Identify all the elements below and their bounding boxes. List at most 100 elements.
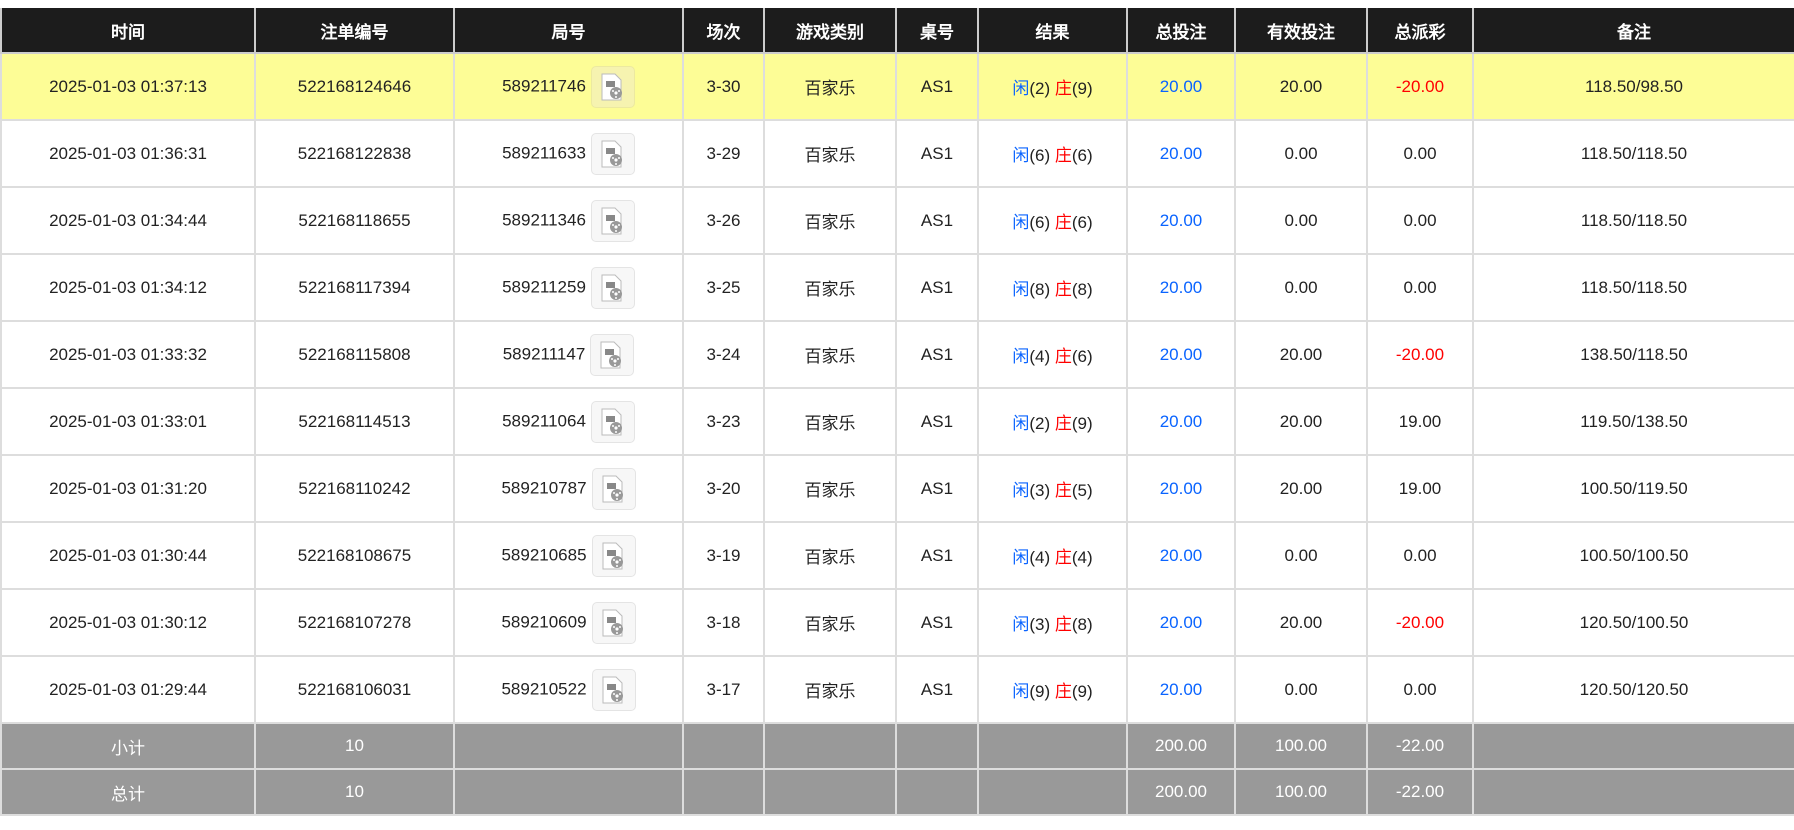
video-file-icon[interactable] xyxy=(590,266,635,309)
total-payout: 19.00 xyxy=(1366,387,1474,456)
bet-id: 522168124646 xyxy=(254,52,455,121)
bet-id: 522168118655 xyxy=(254,186,455,255)
header-time: 时间 xyxy=(0,8,256,54)
banker-label: 庄 xyxy=(1054,213,1072,232)
valid-bet: 20.00 xyxy=(1234,588,1368,657)
bet-id: 522168114513 xyxy=(254,387,455,456)
bet-time: 2025-01-03 01:34:44 xyxy=(0,186,256,255)
game-type: 百家乐 xyxy=(763,454,897,523)
header-game-type: 游戏类别 xyxy=(763,8,897,54)
bet-time: 2025-01-03 01:34:12 xyxy=(0,253,256,322)
player-score: (3) xyxy=(1029,615,1051,634)
bet-time: 2025-01-03 01:31:20 xyxy=(0,454,256,523)
video-file-icon[interactable] xyxy=(590,199,635,242)
banker-label: 庄 xyxy=(1054,481,1072,500)
header-shoe: 场次 xyxy=(682,8,765,54)
note: 100.50/119.50 xyxy=(1472,454,1794,523)
total-bet: 20.00 xyxy=(1126,253,1236,322)
banker-label: 庄 xyxy=(1054,347,1072,366)
player-label: 闲 xyxy=(1012,682,1030,701)
valid-bet: 20.00 xyxy=(1234,52,1368,121)
round-cell: 589211746 xyxy=(453,52,684,121)
note: 138.50/118.50 xyxy=(1472,320,1794,389)
video-file-icon[interactable] xyxy=(591,601,636,644)
table-no: AS1 xyxy=(895,320,979,389)
round-cell: 589211259 xyxy=(453,253,684,322)
round-cell: 589211346 xyxy=(453,186,684,255)
player-score: (4) xyxy=(1029,347,1051,366)
game-type: 百家乐 xyxy=(763,253,897,322)
table-no: AS1 xyxy=(895,52,979,121)
bet-records-table: 时间 注单编号 局号 场次 游戏类别 桌号 结果 总投注 有效投注 总派彩 备注 2025-01-0… xyxy=(0,8,1794,816)
result: 闲(4) 庄(4) xyxy=(977,521,1128,590)
video-file-icon[interactable] xyxy=(590,65,635,108)
note: 118.50/98.50 xyxy=(1472,52,1794,121)
banker-score: (6) xyxy=(1071,213,1093,232)
summary-valid-bet: 100.00 xyxy=(1234,768,1368,816)
note: 100.50/100.50 xyxy=(1472,521,1794,590)
video-file-icon[interactable] xyxy=(590,132,635,175)
table-no: AS1 xyxy=(895,521,979,590)
valid-bet: 0.00 xyxy=(1234,186,1368,255)
shoe: 3-18 xyxy=(682,588,765,657)
note: 120.50/100.50 xyxy=(1472,588,1794,657)
game-type: 百家乐 xyxy=(763,588,897,657)
video-file-icon[interactable] xyxy=(590,400,635,443)
table-no: AS1 xyxy=(895,655,979,724)
total-bet: 20.00 xyxy=(1126,320,1236,389)
shoe: 3-23 xyxy=(682,387,765,456)
result: 闲(2) 庄(9) xyxy=(977,52,1128,121)
summary-total-bet: 200.00 xyxy=(1126,768,1236,816)
summary-payout: -22.00 xyxy=(1366,722,1474,770)
bet-id: 522168110242 xyxy=(254,454,455,523)
player-label: 闲 xyxy=(1012,481,1030,500)
game-type: 百家乐 xyxy=(763,119,897,188)
bet-time: 2025-01-03 01:30:12 xyxy=(0,588,256,657)
player-label: 闲 xyxy=(1012,79,1030,98)
table-no: AS1 xyxy=(895,454,979,523)
summary-total-bet: 200.00 xyxy=(1126,722,1236,770)
round-cell: 589210522 xyxy=(453,655,684,724)
player-score: (6) xyxy=(1029,146,1051,165)
shoe: 3-19 xyxy=(682,521,765,590)
game-type: 百家乐 xyxy=(763,52,897,121)
result: 闲(2) 庄(9) xyxy=(977,387,1128,456)
player-score: (8) xyxy=(1029,280,1051,299)
video-file-icon[interactable] xyxy=(591,467,636,510)
total-payout: -20.00 xyxy=(1366,320,1474,389)
valid-bet: 20.00 xyxy=(1234,387,1368,456)
bet-id: 522168122838 xyxy=(254,119,455,188)
banker-score: (9) xyxy=(1071,79,1093,98)
table-row: 2025-01-03 01:34:12 522168117394 5892112… xyxy=(0,253,1794,322)
total-payout: 0.00 xyxy=(1366,521,1474,590)
round-number: 589211633 xyxy=(502,142,586,162)
total-payout: 19.00 xyxy=(1366,454,1474,523)
round-number: 589211346 xyxy=(502,209,586,229)
video-file-icon[interactable] xyxy=(590,333,635,376)
video-file-icon[interactable] xyxy=(591,534,636,577)
valid-bet: 20.00 xyxy=(1234,320,1368,389)
summary-count: 10 xyxy=(254,722,455,770)
table-no: AS1 xyxy=(895,186,979,255)
bet-time: 2025-01-03 01:36:31 xyxy=(0,119,256,188)
bet-time: 2025-01-03 01:30:44 xyxy=(0,521,256,590)
table-no: AS1 xyxy=(895,387,979,456)
valid-bet: 0.00 xyxy=(1234,521,1368,590)
bet-time: 2025-01-03 01:33:32 xyxy=(0,320,256,389)
bet-id: 522168106031 xyxy=(254,655,455,724)
table-no: AS1 xyxy=(895,588,979,657)
banker-label: 庄 xyxy=(1054,414,1072,433)
total-bet: 20.00 xyxy=(1126,588,1236,657)
player-score: (6) xyxy=(1029,213,1051,232)
result: 闲(8) 庄(8) xyxy=(977,253,1128,322)
table-no: AS1 xyxy=(895,253,979,322)
video-file-icon[interactable] xyxy=(591,668,636,711)
game-type: 百家乐 xyxy=(763,387,897,456)
bet-time: 2025-01-03 01:33:01 xyxy=(0,387,256,456)
banker-label: 庄 xyxy=(1054,79,1072,98)
header-bet-id: 注单编号 xyxy=(254,8,455,54)
shoe: 3-30 xyxy=(682,52,765,121)
total-payout: 0.00 xyxy=(1366,655,1474,724)
shoe: 3-26 xyxy=(682,186,765,255)
result: 闲(3) 庄(5) xyxy=(977,454,1128,523)
